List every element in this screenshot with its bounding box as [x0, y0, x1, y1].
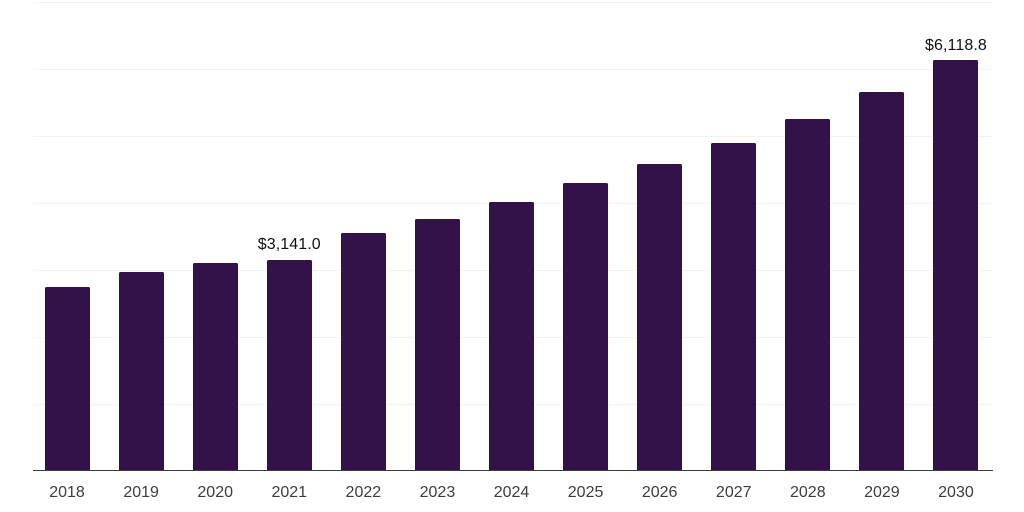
gridline-7000 [33, 2, 993, 3]
bar-2030 [933, 60, 979, 470]
x-tick-label-2029: 2029 [864, 484, 900, 501]
value-label-2021: $3,141.0 [257, 236, 321, 254]
x-tick-label-2023: 2023 [419, 484, 456, 501]
value-label-2030: $6,118.8 [925, 36, 987, 54]
x-tick-label-2024: 2024 [493, 484, 530, 501]
bar-2022 [340, 233, 386, 470]
bar-2026 [637, 164, 683, 470]
bar-2029 [859, 92, 905, 470]
x-tick-label-2018: 2018 [49, 484, 85, 501]
plot-area: $3,141.0 $6,118.8 [30, 0, 993, 471]
x-tick-label-2028: 2028 [790, 484, 826, 501]
bar-2018 [44, 286, 90, 470]
x-tick-label-2027: 2027 [715, 484, 752, 501]
x-tick-label-2022: 2022 [345, 484, 382, 501]
gridline-5000 [33, 135, 993, 137]
gridline-6000 [33, 68, 993, 70]
x-tick-label-2020: 2020 [197, 484, 233, 501]
bar-2020 [192, 263, 238, 470]
bar-2021 [266, 259, 312, 470]
x-tick-label-2030: 2030 [938, 484, 974, 501]
bar-2023 [414, 218, 460, 470]
x-tick-label-2025: 2025 [567, 484, 604, 501]
bar-2028 [785, 119, 831, 470]
x-tick-label-2026: 2026 [641, 484, 678, 501]
x-axis-line [33, 469, 993, 471]
x-tick-label-2021: 2021 [271, 484, 308, 501]
bar-2027 [711, 143, 757, 470]
bar-2024 [489, 202, 534, 470]
bar-2025 [563, 183, 609, 470]
bar-2019 [118, 271, 164, 470]
x-tick-label-2019: 2019 [123, 484, 159, 501]
